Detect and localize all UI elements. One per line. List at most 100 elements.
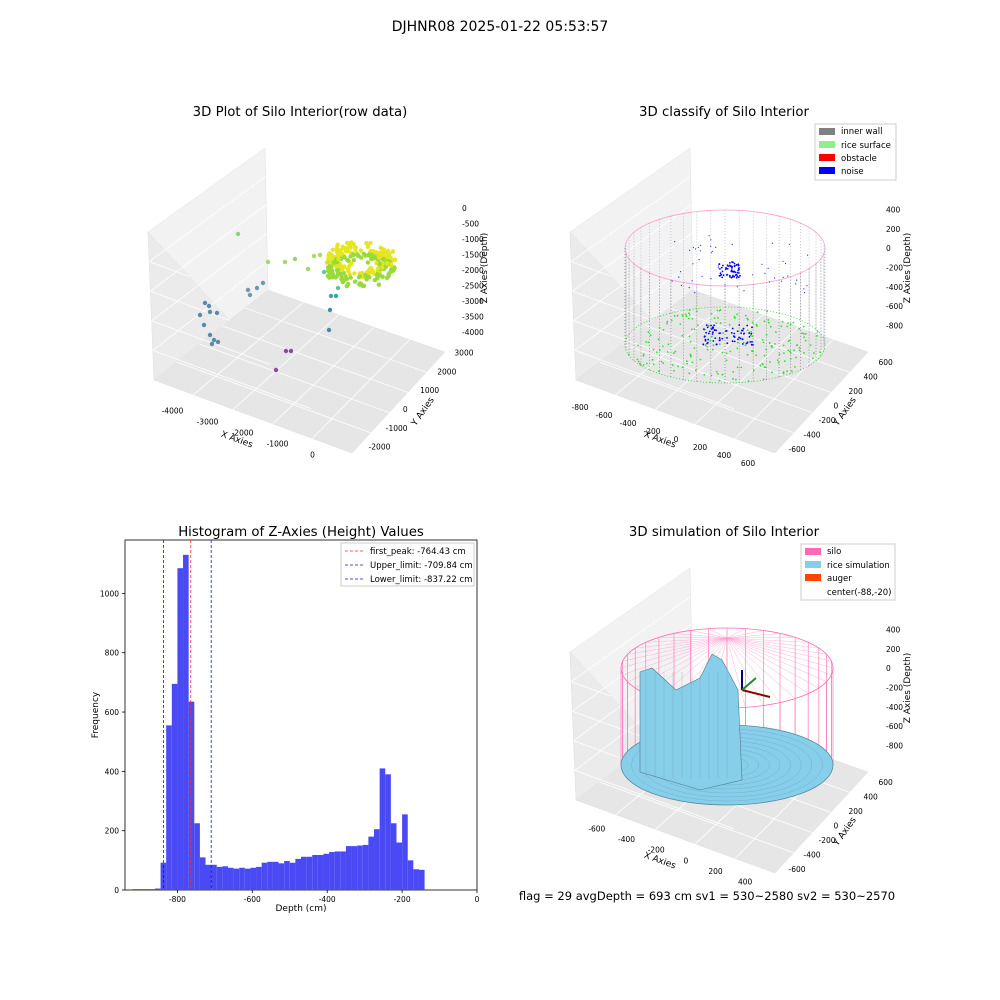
- rice-point: [790, 370, 793, 372]
- raw-point: [330, 268, 335, 273]
- rice-point: [763, 354, 766, 357]
- rice-point: [735, 378, 737, 381]
- status-footer: flag = 29 avgDepth = 693 cm sv1 = 530~25…: [519, 889, 895, 903]
- rice-point: [762, 341, 765, 344]
- hist-bar: [183, 554, 189, 890]
- rice-point: [804, 339, 807, 342]
- rice-point: [637, 360, 640, 363]
- rice-point: [717, 373, 719, 375]
- raw-y-tick: 0: [403, 405, 408, 414]
- classify-zticks: 400 200 0 -200 -400 -600 -800: [886, 206, 903, 331]
- noise-point: [702, 343, 705, 346]
- hist-bar: [323, 853, 330, 890]
- raw-point: [380, 274, 385, 279]
- raw-z-tick: -1500: [462, 250, 484, 259]
- hist-bar: [312, 855, 318, 890]
- raw-point: [329, 254, 334, 259]
- raw-point: [352, 271, 357, 276]
- raw-zticks: 0 -500 -1000 -1500 -2000 -2500 -3000 -3500 -4000: [462, 204, 484, 337]
- rice-point: [787, 322, 789, 324]
- legend-center: center(-88,-20): [827, 588, 891, 598]
- grid-line: [574, 770, 735, 830]
- raw-point: [211, 337, 217, 343]
- rice-point: [685, 315, 688, 318]
- hist-xtick-label: -800: [169, 895, 186, 904]
- raw-point: [378, 245, 383, 250]
- noise-point: [671, 280, 673, 282]
- noise-point: [733, 336, 736, 338]
- noise-point: [737, 267, 740, 270]
- noise-point: [674, 241, 676, 243]
- grid-line: [571, 681, 612, 697]
- auger-x-axis: [741, 689, 771, 698]
- rice-point: [777, 361, 780, 364]
- sim-z-tick: -200: [886, 684, 903, 693]
- raw-x-tick: -2000: [232, 429, 254, 438]
- sim-z-tick: 0: [886, 664, 891, 673]
- grid-line: [150, 204, 267, 292]
- grid-line: [571, 261, 612, 277]
- raw-yticks: -2000 -1000 0 1000 2000 3000: [369, 348, 474, 451]
- noise-point: [713, 329, 716, 331]
- raw-point: [305, 266, 311, 272]
- rice-point: [716, 309, 719, 312]
- raw-points: [197, 231, 398, 373]
- raw-point: [353, 279, 358, 284]
- noise-point: [726, 337, 728, 339]
- noise-point: [715, 343, 718, 346]
- sim-zlabel: Z Axies (Depth): [903, 653, 913, 724]
- raw-point: [347, 241, 352, 246]
- noise-point: [751, 341, 753, 343]
- rice-point: [660, 360, 663, 363]
- sim-zticks: 400 200 0 -200 -400 -600 -800: [886, 626, 903, 751]
- raw-point: [283, 348, 289, 354]
- classify-legend: inner wall rice surface obstacle noise: [814, 123, 897, 181]
- rice-point: [787, 349, 790, 352]
- rice-point: [798, 327, 801, 330]
- noise-point: [725, 330, 728, 332]
- rice-point: [673, 315, 676, 317]
- raw-point: [367, 274, 372, 280]
- rice-point: [802, 332, 805, 335]
- raw-point: [375, 276, 380, 281]
- legend-swatch-rice-surface: [819, 141, 835, 148]
- sim-xticks: -600 -400 -200 0 200 400: [588, 824, 752, 886]
- classify-z-tick: -400: [886, 283, 903, 292]
- rice-point: [768, 342, 771, 344]
- silo-roof-line: [708, 628, 728, 639]
- raw-point: [343, 248, 348, 254]
- silo-roof-line: [726, 637, 832, 676]
- rice-point: [691, 361, 694, 364]
- noise-point: [730, 269, 733, 272]
- grid-line: [573, 320, 694, 365]
- raw-point: [336, 256, 341, 262]
- noise-point: [718, 332, 721, 335]
- silo-roof-line: [726, 637, 809, 643]
- raw-point: [371, 256, 377, 261]
- noise-point: [703, 335, 706, 338]
- rice-point: [686, 362, 688, 365]
- noise-point: [720, 266, 723, 269]
- floor-pane: [575, 289, 869, 454]
- rice-point: [747, 380, 750, 382]
- silo-roof-line: [726, 637, 796, 639]
- raw-point: [363, 273, 368, 278]
- rice-point: [688, 372, 691, 375]
- rice-point: [789, 358, 792, 360]
- hist-bar: [306, 856, 313, 890]
- raw-point: [326, 327, 332, 333]
- silo-roof-line: [726, 633, 781, 639]
- rice-point: [813, 352, 815, 354]
- rice-point: [744, 344, 747, 347]
- panel-classify: 3D classify of Silo Interior -800 -600 -40…: [569, 105, 913, 468]
- hist-bar: [357, 845, 363, 890]
- raw-z-tick: -500: [462, 219, 479, 228]
- rice-point: [780, 325, 783, 328]
- grid-line: [572, 290, 653, 321]
- raw-point: [288, 348, 294, 354]
- noise-point: [736, 271, 739, 274]
- noise-point: [736, 330, 739, 333]
- figure-suptitle: DJHNR08 2025-01-22 05:53:57: [392, 19, 609, 35]
- noise-point: [736, 286, 738, 288]
- noise-point: [742, 327, 745, 330]
